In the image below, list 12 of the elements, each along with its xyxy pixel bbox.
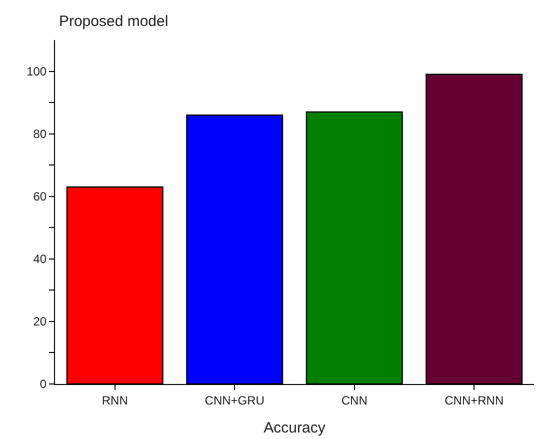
y-tick-label: 100: [26, 64, 47, 78]
y-tick-label: 0: [40, 377, 47, 392]
x-tick-label: CNN+GRU: [204, 393, 264, 408]
x-tick-label: CNN: [341, 393, 368, 408]
x-tick-label: CNN+RNN: [444, 393, 504, 408]
y-tick-label: 40: [33, 252, 47, 266]
y-tick-label: 80: [33, 127, 47, 142]
x-tick-label: RNN: [102, 393, 128, 408]
y-tick-label: 20: [33, 314, 47, 329]
x-axis-title: Accuracy: [264, 419, 326, 436]
chart-title: Proposed model: [58, 12, 168, 30]
y-tick-label: 60: [33, 190, 47, 204]
